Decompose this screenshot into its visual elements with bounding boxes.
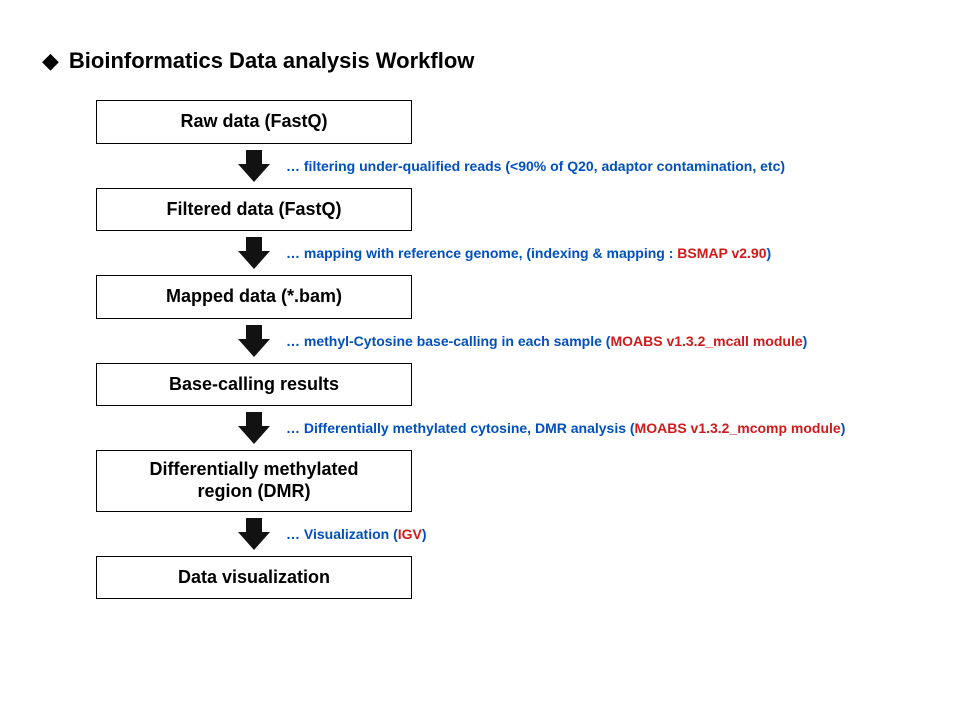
flow-node-raw: Raw data (FastQ) (96, 100, 896, 144)
node-label: Mapped data (*.bam) (166, 286, 342, 306)
edge-caption: … mapping with reference genome, (indexi… (286, 245, 771, 261)
edge-caption: … filtering under-qualified reads (<90% … (286, 158, 785, 174)
node-label-line1: Differentially methylated (149, 459, 358, 479)
node-box: Base-calling results (96, 363, 412, 407)
caption-prefix: … methyl-Cytosine base-calling in each s… (286, 333, 610, 349)
flow-node-dmr: Differentially methylated region (DMR) (96, 450, 896, 511)
caption-suffix: ) (841, 420, 846, 436)
arrow-down-icon (234, 319, 274, 363)
workflow-flowchart: Raw data (FastQ) … filtering under-quali… (96, 100, 896, 599)
caption-highlight: BSMAP v2.90 (677, 245, 766, 261)
caption-highlight: MOABS v1.3.2_mcall module (610, 333, 802, 349)
flow-edge-1: … filtering under-qualified reads (<90% … (96, 144, 896, 188)
arrow-down-icon (234, 231, 274, 275)
caption-prefix: … mapping with reference genome, (indexi… (286, 245, 677, 261)
flow-edge-2: … mapping with reference genome, (indexi… (96, 231, 896, 275)
flow-edge-3: … methyl-Cytosine base-calling in each s… (96, 319, 896, 363)
node-label: Filtered data (FastQ) (166, 199, 341, 219)
caption-suffix: ) (803, 333, 808, 349)
node-box: Differentially methylated region (DMR) (96, 450, 412, 511)
caption-highlight: IGV (398, 526, 422, 542)
flow-node-viz: Data visualization (96, 556, 896, 600)
caption-suffix: ) (767, 245, 772, 261)
arrow-down-icon (234, 144, 274, 188)
flow-node-basecall: Base-calling results (96, 363, 896, 407)
arrow-down-icon (234, 512, 274, 556)
flow-node-mapped: Mapped data (*.bam) (96, 275, 896, 319)
caption-highlight: MOABS v1.3.2_mcomp module (635, 420, 841, 436)
flow-edge-4: … Differentially methylated cytosine, DM… (96, 406, 896, 450)
caption-prefix: … Visualization ( (286, 526, 398, 542)
edge-caption: … Differentially methylated cytosine, DM… (286, 420, 845, 436)
caption-prefix: … filtering under-qualified reads (<90% … (286, 158, 785, 174)
node-label: Base-calling results (169, 374, 339, 394)
flow-node-filtered: Filtered data (FastQ) (96, 188, 896, 232)
node-label-line2: region (DMR) (198, 481, 311, 501)
flow-edge-5: … Visualization (IGV) (96, 512, 896, 556)
node-label: Data visualization (178, 567, 330, 587)
caption-prefix: … Differentially methylated cytosine, DM… (286, 420, 635, 436)
caption-suffix: ) (422, 526, 427, 542)
edge-caption: … methyl-Cytosine base-calling in each s… (286, 333, 807, 349)
node-box: Filtered data (FastQ) (96, 188, 412, 232)
node-box: Raw data (FastQ) (96, 100, 412, 144)
node-box: Mapped data (*.bam) (96, 275, 412, 319)
page-title: Bioinformatics Data analysis Workflow (69, 48, 474, 74)
diamond-bullet-icon: ◆ (42, 50, 59, 72)
node-box: Data visualization (96, 556, 412, 600)
node-label: Raw data (FastQ) (180, 111, 327, 131)
edge-caption: … Visualization (IGV) (286, 526, 427, 542)
arrow-down-icon (234, 406, 274, 450)
page-title-row: ◆ Bioinformatics Data analysis Workflow (42, 48, 474, 74)
